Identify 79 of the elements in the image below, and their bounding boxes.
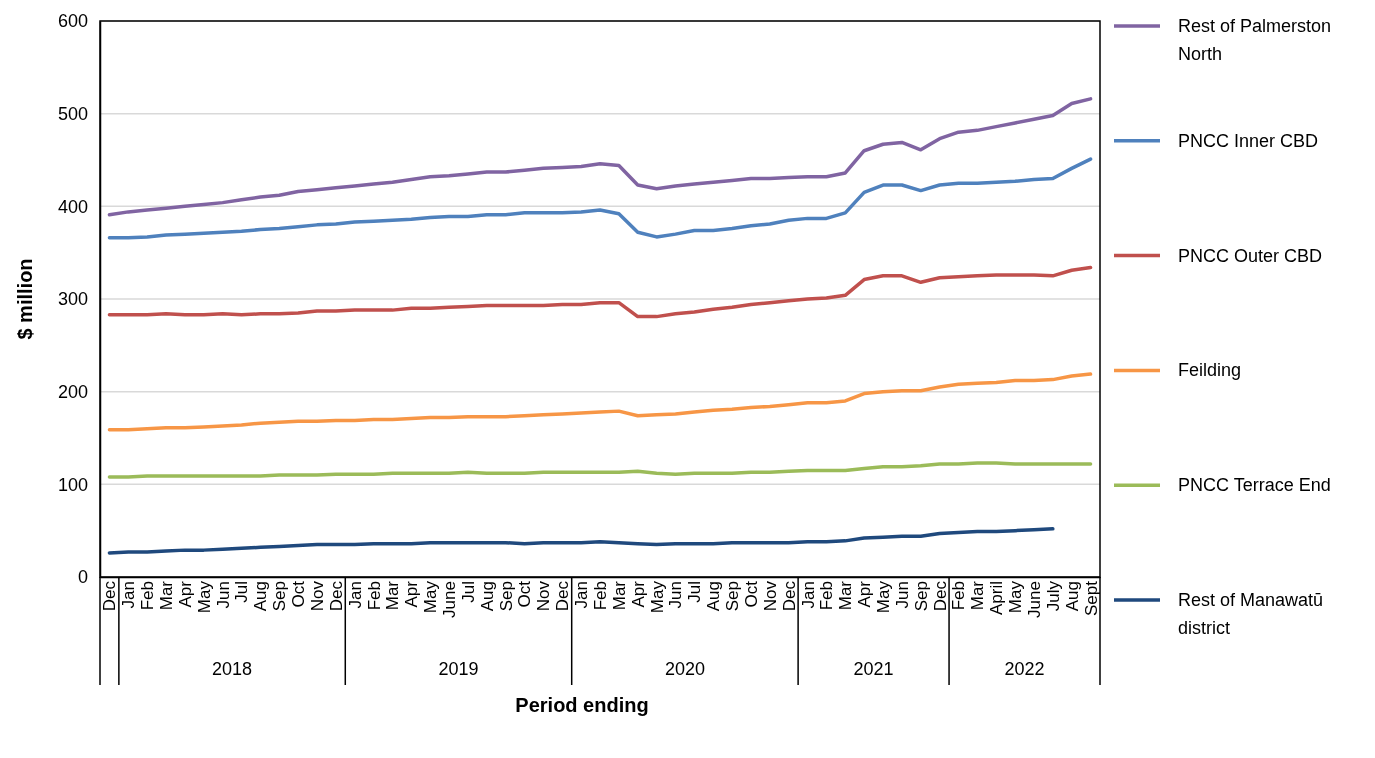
y-axis-title: $ million [14, 258, 36, 340]
x-tick-label: Oct [289, 580, 309, 608]
x-tick-label: Feb [949, 581, 969, 611]
x-tick-label: Mar [156, 580, 176, 611]
x-tick-label: Sep [723, 581, 743, 612]
x-tick-label: Jul [232, 581, 252, 603]
x-tick-label: Mar [836, 580, 856, 611]
x-tick-label: Jul [685, 581, 705, 603]
legend-label: PNCC Inner CBD [1178, 130, 1319, 151]
x-tick-label: Nov [307, 580, 327, 612]
x-tick-label: Sep [911, 581, 931, 612]
x-axis-title: Period ending [515, 694, 649, 716]
x-tick-label: Sep [270, 581, 290, 612]
x-tick-label: Dec [553, 580, 573, 612]
text: 2019 [438, 659, 479, 679]
line-series [107, 461, 1093, 479]
legend-label: PNCC Terrace End [1178, 475, 1331, 496]
x-tick-label: June [1024, 581, 1044, 618]
x-tick-label: Dec [326, 580, 346, 612]
text: 2018 [212, 659, 253, 679]
legend-label: Rest of Palmerston North [1178, 16, 1332, 64]
x-tick-label: Jan [798, 581, 818, 609]
x-tick-label: July [1043, 580, 1063, 612]
line-series [107, 157, 1093, 240]
x-tick-label: Mar [383, 580, 403, 611]
x-tick-label: May [647, 580, 667, 614]
x-tick-label: Apr [628, 580, 648, 608]
x-tick-label: Sep [496, 581, 516, 612]
x-tick-label: May [1006, 580, 1026, 614]
x-tick-label: Nov [760, 580, 780, 612]
x-tick-label: Nov [534, 580, 554, 612]
y-tick-label: 0 [77, 567, 88, 588]
x-tick-label: Apr [855, 580, 875, 608]
x-tick-label: Oct [515, 580, 535, 608]
x-tick-label: Jun [666, 581, 686, 609]
legend-label: Feilding [1178, 360, 1242, 381]
x-tick-label: Mar [609, 580, 629, 611]
x-tick-label: May [873, 580, 893, 614]
x-tick-label: Oct [741, 580, 761, 608]
x-tick-label: May [194, 580, 214, 614]
y-tick-label: 300 [57, 289, 88, 310]
line-series [107, 97, 1093, 217]
x-tick-label: Sept [1081, 580, 1101, 616]
text: 2021 [853, 659, 894, 679]
x-tick-label: May [421, 580, 441, 614]
x-tick-label: Jan [572, 581, 592, 609]
x-tick-label: Jun [892, 581, 912, 609]
legend-label: PNCC Outer CBD [1178, 245, 1323, 266]
x-tick-label: Mar [968, 580, 988, 611]
x-tick-label: Jan [119, 581, 139, 609]
y-tick-label: 500 [57, 103, 88, 124]
x-tick-label: Aug [477, 581, 497, 612]
x-tick-label: Aug [251, 581, 271, 612]
y-tick-label: 100 [57, 474, 88, 495]
x-tick-label: Jun [213, 581, 233, 609]
text: 2022 [1004, 659, 1045, 679]
line-series [107, 372, 1093, 432]
x-tick-label: Aug [1062, 581, 1082, 612]
legend-label: Rest of Manawatū district [1178, 590, 1324, 638]
x-tick-label: Feb [590, 581, 610, 611]
x-tick-label: June [440, 581, 460, 618]
x-tick-label: Dec [930, 580, 950, 612]
line-series [107, 527, 1055, 555]
y-tick-label: 200 [57, 381, 88, 402]
x-tick-label: Apr [402, 580, 422, 608]
x-tick-label: Aug [704, 581, 724, 612]
x-tick-label: Feb [817, 581, 837, 611]
x-tick-label: Jan [345, 581, 365, 609]
text: 2020 [664, 659, 705, 679]
y-tick-label: 400 [57, 196, 88, 217]
x-tick-label: Feb [364, 581, 384, 611]
x-tick-label: Dec [100, 580, 120, 612]
x-tick-label: Apr [175, 580, 195, 608]
x-tick-label: April [987, 581, 1007, 616]
x-tick-label: Feb [138, 581, 158, 611]
y-tick-label: 600 [57, 11, 88, 32]
x-tick-label: Jul [458, 581, 478, 603]
x-tick-label: Dec [779, 580, 799, 612]
line-series [107, 265, 1093, 319]
